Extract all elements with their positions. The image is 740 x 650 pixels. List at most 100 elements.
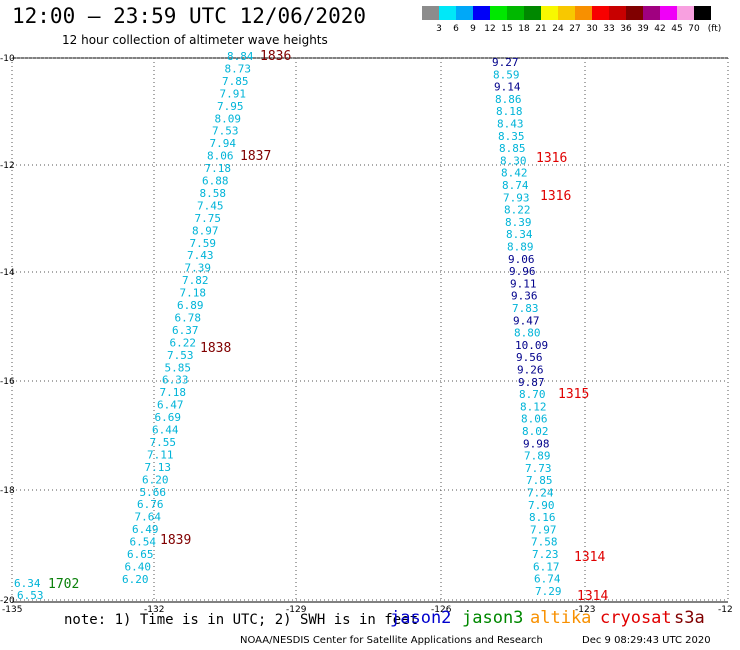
wave-height-value: 7.85	[222, 75, 249, 88]
lon-tick-label: -135	[2, 605, 22, 615]
wave-height-value: 8.97	[192, 224, 219, 237]
satellite-name: cryosat	[600, 608, 672, 628]
legend-label: 21	[535, 24, 547, 34]
lon-tick-label: -12	[718, 605, 733, 615]
wave-height-value: 8.39	[505, 216, 532, 229]
pass-time-label: 1316	[536, 151, 567, 166]
wave-height-value: 8.58	[200, 187, 227, 200]
pass-time-label: 1838	[200, 341, 231, 356]
wave-height-value: 8.43	[497, 118, 524, 131]
wave-height-value: 8.16	[529, 511, 556, 524]
wave-height-value: 6.33	[162, 374, 189, 387]
wave-height-value: 7.83	[512, 302, 539, 315]
wave-height-value: 10.09	[515, 339, 548, 352]
legend-swatch	[660, 6, 677, 20]
legend-swatch	[592, 6, 609, 20]
wave-height-value: 7.75	[195, 212, 222, 225]
lon-tick-label: -132	[144, 605, 164, 615]
wave-height-value: 6.53	[17, 589, 44, 602]
legend-swatch	[439, 6, 456, 20]
legend-swatch	[456, 6, 473, 20]
wave-height-value: 8.06	[521, 413, 548, 426]
satellite-name: altika	[530, 608, 592, 628]
wave-height-value: 6.74	[534, 573, 561, 586]
pass-time-label: 1314	[577, 589, 608, 604]
satellite-name: jason3	[462, 608, 524, 628]
legend-label: 27	[569, 24, 581, 34]
legend-label: 24	[552, 24, 564, 34]
wave-height-value: 8.86	[495, 93, 522, 106]
wave-height-value: 6.69	[155, 411, 182, 424]
wave-height-value: 8.18	[496, 105, 523, 118]
wave-height-value: 8.74	[502, 179, 529, 192]
wave-height-value: 9.56	[516, 351, 543, 364]
wave-height-value: 8.30	[500, 154, 527, 167]
legend-swatch	[643, 6, 660, 20]
wave-height-value: 6.37	[172, 324, 199, 337]
wave-height-value: 6.17	[533, 560, 560, 573]
credit-agency: NOAA/NESDIS Center for Satellite Applica…	[240, 635, 543, 646]
lon-tick-label: -123	[575, 605, 595, 615]
wave-height-value: 9.27	[492, 56, 519, 69]
wave-height-value: 9.36	[511, 290, 538, 303]
wave-height-value: 8.06	[207, 150, 234, 163]
legend-swatch	[694, 6, 711, 20]
lon-tick-label: -126	[431, 605, 452, 615]
legend-swatch	[677, 6, 694, 20]
wave-height-value: 7.90	[528, 499, 555, 512]
wave-height-value: 9.06	[508, 253, 535, 266]
legend-swatch	[575, 6, 592, 20]
legend-swatch	[473, 6, 490, 20]
lat-tick-label: -20	[0, 596, 15, 606]
wave-height-value: 6.78	[175, 311, 202, 324]
legend-swatch	[626, 6, 643, 20]
wave-height-value: 7.97	[530, 523, 557, 536]
legend-label: 18	[518, 24, 530, 34]
wave-height-value: 8.34	[506, 228, 533, 241]
wave-height-value: 8.42	[501, 167, 528, 180]
pass-time-label: 1315	[558, 387, 589, 402]
wave-height-value: 7.18	[160, 386, 187, 399]
wave-height-value: 9.98	[523, 437, 550, 450]
satellite-name: s3a	[674, 608, 705, 628]
lon-tick-label: -129	[286, 605, 307, 615]
legend-label: 6	[453, 24, 459, 34]
legend-unit: (ft)	[707, 24, 722, 34]
wave-height-value: 8.59	[493, 68, 520, 81]
wave-height-value: 7.53	[212, 125, 239, 138]
wave-height-value: 7.82	[182, 274, 209, 287]
wave-height-value: 6.47	[157, 399, 184, 412]
wave-height-value: 9.87	[518, 376, 545, 389]
wave-height-value: 7.93	[503, 191, 530, 204]
map-subtitle: 12 hour collection of altimeter wave hei…	[62, 33, 328, 47]
wave-height-value: 6.76	[137, 498, 164, 511]
lat-tick-label: -18	[0, 486, 15, 496]
legend-label: 30	[586, 24, 598, 34]
wave-height-value: 8.09	[215, 112, 242, 125]
wave-height-value: 8.12	[520, 400, 547, 413]
wave-height-value: 7.94	[210, 137, 237, 150]
wave-height-value: 6.89	[177, 299, 204, 312]
wave-height-value: 6.44	[152, 424, 179, 437]
wave-height-value: 8.85	[499, 142, 526, 155]
legend-label: 39	[637, 24, 649, 34]
wave-height-value: 7.18	[180, 287, 207, 300]
pass-time-label: 1702	[48, 577, 79, 592]
wave-height-value: 7.55	[150, 436, 177, 449]
lat-tick-label: -16	[0, 377, 15, 387]
wave-height-value: 7.95	[217, 100, 244, 113]
wave-height-value: 7.11	[147, 448, 174, 461]
wave-height-value: 6.49	[132, 523, 159, 536]
wave-height-value: 9.47	[513, 314, 540, 327]
legend-swatch	[524, 6, 541, 20]
wave-height-value: 6.65	[127, 548, 154, 561]
wave-height-value: 6.40	[125, 560, 152, 573]
wave-height-value: 7.59	[190, 237, 217, 250]
pass-time-label: 1314	[574, 550, 605, 565]
wave-height-value: 6.20	[122, 573, 149, 586]
legend-label: 3	[436, 24, 442, 34]
legend-swatch	[558, 6, 575, 20]
wave-height-value: 6.54	[130, 536, 157, 549]
legend-swatch	[609, 6, 626, 20]
